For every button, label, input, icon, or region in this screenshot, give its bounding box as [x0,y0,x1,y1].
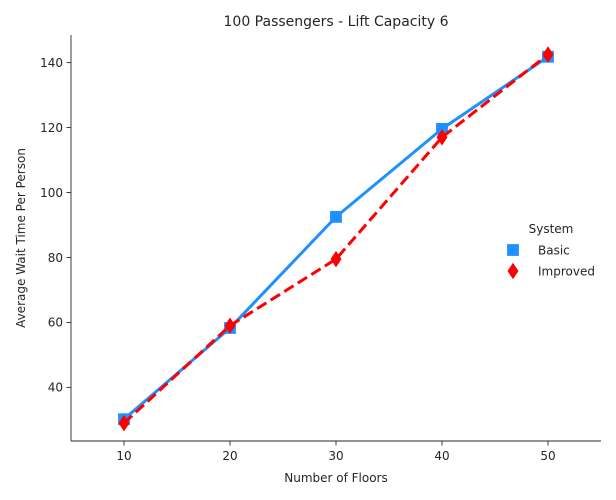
x-axis-label: Number of Floors [284,471,388,485]
axes [70,35,601,442]
legend-label-basic: Basic [538,243,570,257]
x-tick-label: 30 [328,449,343,463]
y-axis-label: Average Wait Time Per Person [14,148,28,328]
plot-area [118,46,554,432]
data-point-improved [330,250,342,268]
y-tick-label: 140 [40,56,63,70]
legend-marker-basic [507,244,519,256]
x-tick-label: 10 [116,449,131,463]
data-point-improved [542,46,554,63]
legend-label-improved: Improved [538,264,595,278]
x-ticks: 10 20 30 40 50 [116,441,556,463]
series-improved [118,46,554,432]
data-point-improved [118,414,130,432]
y-tick-label: 80 [48,251,63,265]
x-tick-label: 20 [222,449,237,463]
legend-item-basic: Basic [507,243,570,257]
data-point-improved [224,317,236,334]
legend-items: Basic Improved [507,243,595,280]
series-line-improved [122,53,549,425]
legend-title: System [529,222,574,236]
legend: System Basic Improved [507,222,595,280]
y-ticks: 40 60 80 100 120 140 [40,56,71,395]
legend-marker-improved [507,262,519,280]
x-tick-label: 50 [540,449,555,463]
legend-item-improved: Improved [507,262,595,280]
y-tick-label: 100 [40,186,63,200]
y-tick-label: 40 [48,381,63,395]
data-point-basic [330,210,342,223]
chart-title: 100 Passengers - Lift Capacity 6 [224,14,449,30]
data-point-improved [436,129,448,146]
y-tick-label: 120 [40,121,63,135]
x-tick-label: 40 [434,449,449,463]
y-tick-label: 60 [48,316,63,330]
